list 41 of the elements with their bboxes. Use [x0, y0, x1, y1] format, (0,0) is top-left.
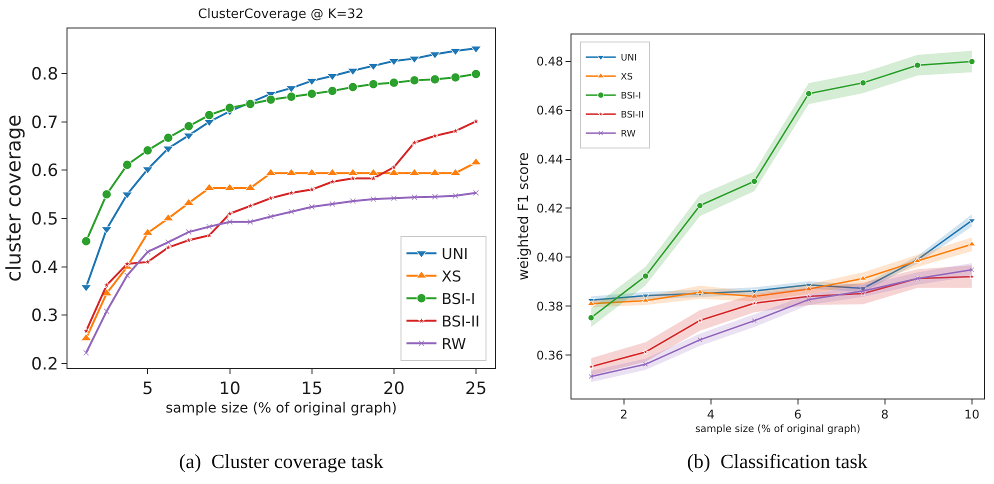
x-axis-title: sample size (% of original graph)	[695, 424, 861, 436]
legend-label: UNI	[441, 245, 468, 264]
y-tick-label: 0.3	[31, 306, 58, 326]
x-tick-label: 4	[706, 408, 715, 422]
y-tick-label: 0.7	[31, 112, 58, 133]
x-tick-label: 5	[142, 379, 154, 400]
y-tick-label: 0.48	[536, 54, 564, 68]
legend-label: RW	[441, 335, 466, 354]
y-tick-label: 0.44	[536, 152, 564, 166]
y-axis-title: cluster coverage	[2, 114, 26, 282]
y-tick-label: 0.46	[536, 103, 564, 118]
y-axis-title: weighted F1 score	[516, 152, 532, 280]
text: (b) Classification task	[687, 451, 868, 473]
legend-label: XS	[620, 72, 633, 83]
x-tick-label: 8	[881, 408, 889, 422]
legend-label: BSI-I	[441, 290, 476, 308]
legend-label: BSI-I	[620, 92, 642, 102]
x-tick-label: 10	[964, 408, 980, 422]
y-tick-label: 0.6	[31, 161, 58, 182]
legend-label: XS	[441, 268, 462, 286]
legend-label: RW	[620, 130, 636, 140]
legend-label: UNI	[620, 54, 637, 64]
y-tick-label: 0.8	[31, 64, 58, 84]
legend-label: BSI-II	[620, 110, 644, 121]
y-tick-label: 0.4	[31, 258, 58, 278]
x-tick-label: 15	[301, 379, 323, 400]
x-tick-label: 10	[218, 379, 241, 400]
chart-title: ClusterCoverage @ K=32	[198, 7, 364, 22]
y-tick-label: 0.38	[536, 299, 564, 314]
x-tick-label: 2	[620, 408, 628, 422]
x-tick-label: 6	[794, 408, 802, 422]
x-tick-label: 20	[383, 379, 405, 400]
text: (a) Cluster coverage task	[179, 451, 384, 473]
x-tick-label: 25	[465, 379, 487, 400]
y-tick-label: 0.36	[536, 348, 564, 362]
y-tick-label: 0.5	[31, 209, 58, 230]
y-tick-label: 0.42	[536, 201, 564, 216]
legend-label: BSI-II	[441, 312, 480, 331]
y-tick-label: 0.2	[31, 354, 58, 374]
x-axis-title: sample size (% of original graph)	[166, 400, 397, 416]
y-tick-label: 0.40	[536, 250, 564, 264]
